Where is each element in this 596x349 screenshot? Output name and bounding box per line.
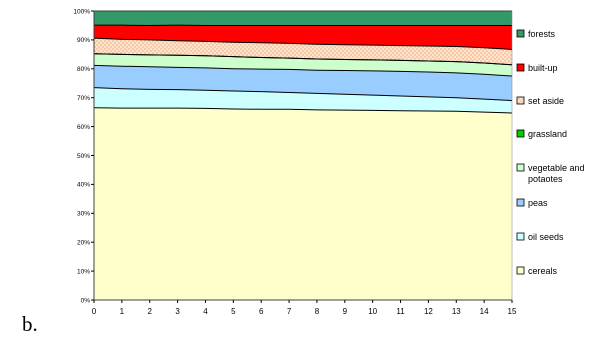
y-tick-label: 50% (77, 153, 90, 160)
area-vegetable-and-potaotes (94, 53, 512, 77)
legend-label-cont: potaotes (528, 174, 563, 184)
x-tick-label: 3 (175, 307, 180, 316)
boundary-cereals (93, 107, 513, 114)
legend-label: built-up (528, 63, 558, 73)
boundary-oil-seeds (93, 87, 513, 102)
legend-label: forests (528, 29, 556, 39)
legend-swatch-forests (516, 29, 525, 38)
legend-swatch-set-aside (516, 96, 525, 105)
y-tick-label: 40% (77, 182, 90, 189)
legend-swatch-grassland (516, 129, 525, 138)
area-cereals (94, 107, 512, 300)
x-tick-label: 1 (120, 307, 125, 316)
y-tick-label: 10% (77, 268, 90, 275)
y-tick-label: 70% (77, 95, 90, 102)
area-built-up (94, 25, 512, 50)
x-tick-label: 6 (259, 307, 264, 316)
x-tick-labels: 0 1 2 3 4 5 6 7 8 9 10 11 12 13 14 15 (92, 307, 517, 316)
y-tick-label: 0% (81, 297, 91, 304)
y-tick-label: 100% (73, 8, 90, 15)
series-areas (94, 11, 512, 300)
boundary-set-aside (93, 37, 513, 50)
x-tick-label: 8 (315, 307, 320, 316)
legend-swatch-cereals (516, 266, 525, 275)
legend-swatch-vegetable-and-potaotes (516, 163, 525, 172)
legend-swatch-oil-seeds (516, 232, 525, 241)
y-tick-label: 20% (77, 240, 90, 247)
x-tick-label: 4 (203, 307, 208, 316)
area-peas (94, 65, 512, 101)
axes (91, 10, 513, 303)
legend-swatch-peas (516, 198, 525, 207)
x-tick-label: 9 (343, 307, 348, 316)
x-tick-label: 12 (424, 307, 433, 316)
y-tick-label: 30% (77, 211, 90, 218)
x-tick-label: 15 (508, 307, 517, 316)
x-tick-label: 11 (396, 307, 405, 316)
legend-swatch-built-up (516, 63, 525, 72)
legend-label: peas (528, 198, 548, 208)
boundary-peas (93, 64, 513, 77)
x-tick-label: 13 (452, 307, 461, 316)
x-tick-label: 10 (368, 307, 377, 316)
x-tick-label: 2 (148, 307, 153, 316)
x-tick-label: 5 (231, 307, 236, 316)
area-set-aside (94, 38, 512, 65)
legend-label: vegetable and (528, 163, 585, 173)
legend-label: cereals (528, 266, 558, 276)
legend-label: oil seeds (528, 232, 564, 242)
boundary-grassland (93, 53, 513, 66)
legend: forests built-up set aside grassland vegetab… (516, 29, 585, 276)
figure-caption: b. (22, 312, 38, 336)
y-tick-label: 60% (77, 124, 90, 131)
y-tick-label: 90% (77, 37, 90, 44)
area-oil-seeds (94, 87, 512, 114)
x-tick-label: 0 (92, 307, 97, 316)
legend-label: grassland (528, 129, 567, 139)
legend-label: set aside (528, 96, 564, 106)
y-tick-label: 80% (77, 66, 90, 73)
x-tick-label: 14 (480, 307, 489, 316)
y-tick-labels: 0% 10% 20% 30% 40% 50% 60% 70% 80% 90% 100% (73, 8, 90, 304)
area-forests (94, 11, 512, 26)
x-tick-label: 7 (287, 307, 292, 316)
